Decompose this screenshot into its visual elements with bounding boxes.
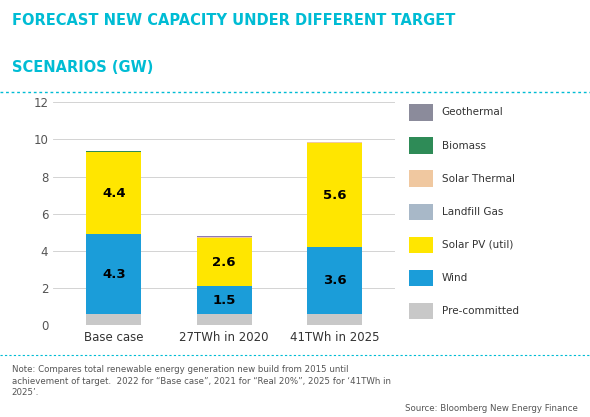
Bar bbox=[409, 138, 432, 153]
Text: FORECAST NEW CAPACITY UNDER DIFFERENT TARGET: FORECAST NEW CAPACITY UNDER DIFFERENT TA… bbox=[12, 13, 455, 28]
Bar bbox=[409, 270, 432, 286]
Text: 4.4: 4.4 bbox=[102, 187, 126, 200]
Bar bbox=[196, 314, 252, 325]
Bar bbox=[409, 303, 432, 319]
Text: Pre-committed: Pre-committed bbox=[442, 306, 519, 316]
Bar bbox=[86, 314, 142, 325]
Bar bbox=[86, 234, 142, 314]
Bar bbox=[307, 247, 362, 314]
Bar bbox=[196, 286, 252, 314]
Text: Landfill Gas: Landfill Gas bbox=[442, 207, 503, 216]
Bar bbox=[307, 143, 362, 247]
Text: Note: Compares total renewable energy generation new build from 2015 until
achie: Note: Compares total renewable energy ge… bbox=[12, 365, 391, 397]
Text: SCENARIOS (GW): SCENARIOS (GW) bbox=[12, 60, 153, 75]
Text: Geothermal: Geothermal bbox=[442, 108, 504, 118]
Text: Solar PV (util): Solar PV (util) bbox=[442, 240, 513, 250]
Text: 1.5: 1.5 bbox=[212, 294, 236, 306]
Bar bbox=[196, 238, 252, 286]
Bar bbox=[409, 203, 432, 220]
Bar bbox=[409, 236, 432, 253]
Text: 4.3: 4.3 bbox=[102, 268, 126, 281]
Text: Solar Thermal: Solar Thermal bbox=[442, 173, 515, 183]
Bar bbox=[409, 171, 432, 187]
Text: 3.6: 3.6 bbox=[323, 274, 346, 287]
Text: Biomass: Biomass bbox=[442, 141, 486, 151]
Bar bbox=[409, 104, 432, 121]
Text: Source: Bloomberg New Energy Finance: Source: Bloomberg New Energy Finance bbox=[405, 404, 578, 413]
Bar bbox=[307, 314, 362, 325]
Text: 5.6: 5.6 bbox=[323, 188, 346, 202]
Text: 2.6: 2.6 bbox=[212, 256, 236, 269]
Bar bbox=[86, 152, 142, 234]
Text: Wind: Wind bbox=[442, 273, 468, 283]
